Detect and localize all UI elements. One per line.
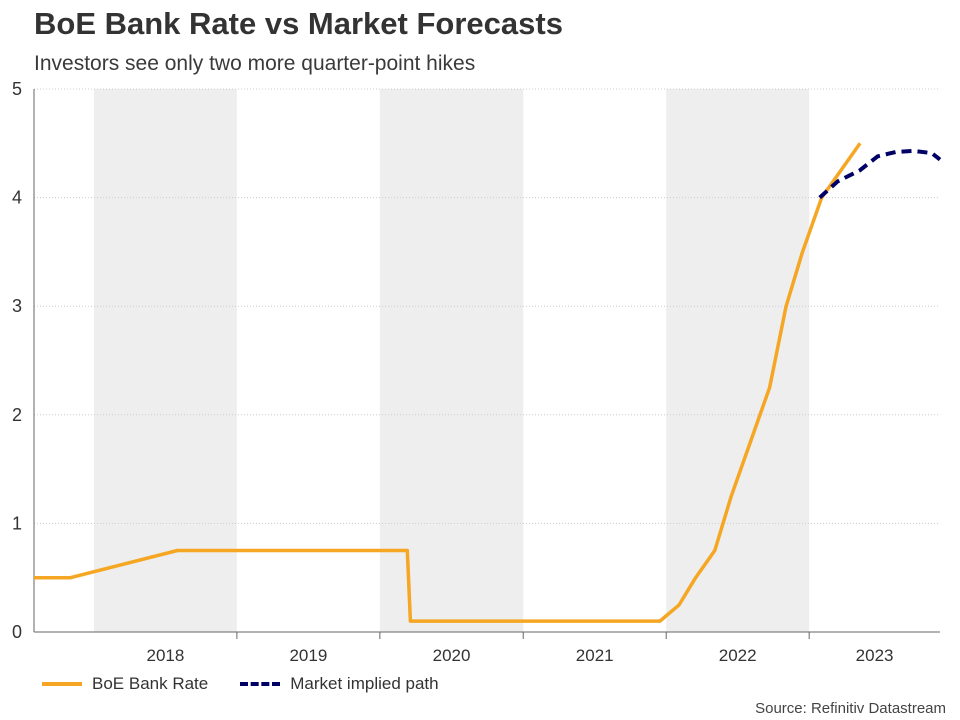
legend: BoE Bank Rate Market implied path — [42, 672, 471, 696]
y-tick-label-0: 0 — [12, 622, 22, 642]
x-tick-label-2023: 2023 — [856, 646, 894, 665]
source-note: Source: Refinitiv Datastream — [755, 700, 946, 717]
x-tick-label-2021: 2021 — [576, 646, 614, 665]
y-tick-label-4: 4 — [12, 188, 22, 208]
series-line-market-path — [818, 148, 942, 200]
year-band-2020 — [379, 89, 524, 632]
year-band-2022 — [666, 89, 810, 632]
series-line-bank-rate — [34, 142, 862, 623]
x-tick-label-2022: 2022 — [719, 646, 757, 665]
legend-item-market-path: Market implied path — [240, 674, 439, 694]
x-tick-label-2019: 2019 — [289, 646, 327, 665]
legend-swatch-bank-rate — [42, 682, 82, 686]
legend-label-market-path: Market implied path — [290, 674, 439, 693]
year-band-2018 — [93, 89, 237, 632]
y-tick-label-5: 5 — [12, 79, 22, 99]
chart-subtitle: Investors see only two more quarter-poin… — [34, 52, 476, 75]
legend-item-bank-rate: BoE Bank Rate — [42, 674, 208, 694]
legend-swatch-market-path — [240, 682, 281, 686]
legend-label-bank-rate: BoE Bank Rate — [92, 674, 209, 693]
y-tick-label-1: 1 — [12, 513, 22, 533]
y-tick-label-3: 3 — [12, 296, 22, 316]
chart-title: BoE Bank Rate vs Market Forecasts — [34, 6, 563, 41]
x-tick-label-2018: 2018 — [147, 646, 185, 665]
y-tick-label-2: 2 — [12, 405, 22, 425]
x-tick-label-2020: 2020 — [433, 646, 471, 665]
